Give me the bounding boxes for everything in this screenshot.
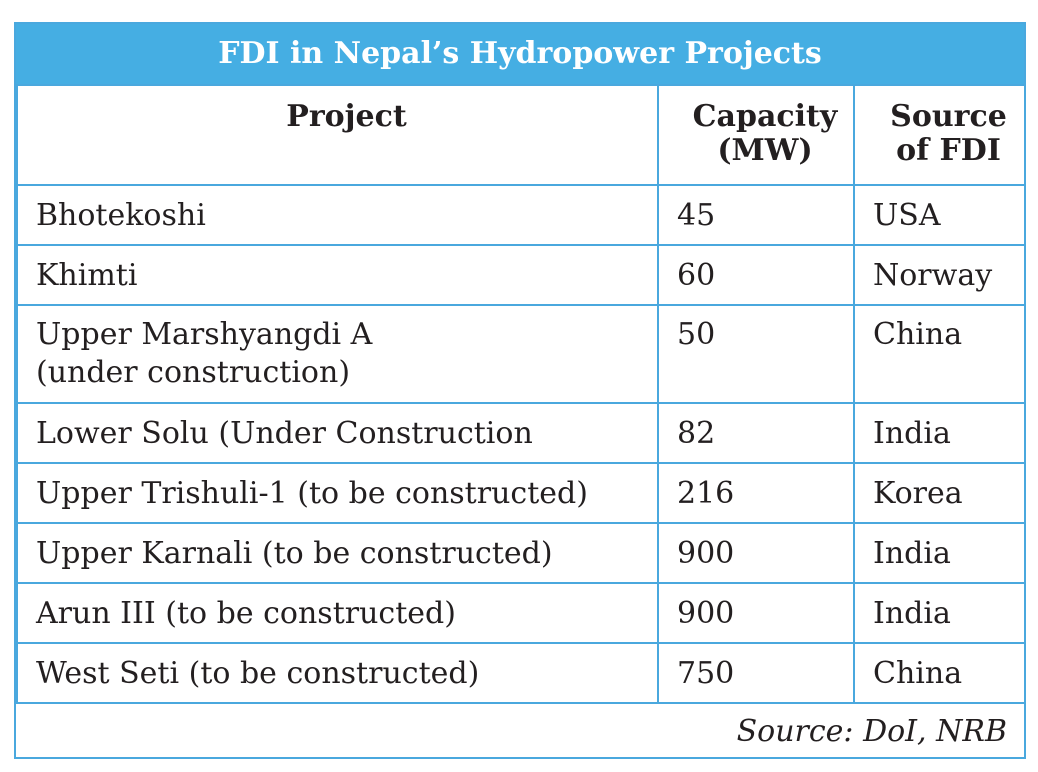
header-source: Source of FDI xyxy=(853,84,1026,186)
cell-project: Lower Solu (Under Construction xyxy=(16,402,659,464)
fdi-table-panel: FDI in Nepal’s Hydropower Projects Proje… xyxy=(14,22,1026,761)
cell-project: Upper Trishuli-1 (to be constructed) xyxy=(16,462,659,524)
cell-capacity: 50 xyxy=(657,304,855,404)
cell-capacity: 750 xyxy=(657,642,855,704)
cell-source: China xyxy=(853,642,1026,704)
table-row: Bhotekoshi 45 USA xyxy=(16,184,1026,246)
cell-source: China xyxy=(853,304,1026,404)
cell-project: Upper Karnali (to be constructed) xyxy=(16,522,659,584)
cell-source: Korea xyxy=(853,462,1026,524)
table-title: FDI in Nepal’s Hydropower Projects xyxy=(16,24,1024,84)
header-source-line2: of FDI xyxy=(896,133,1001,168)
cell-project-line2: (under construction) xyxy=(36,355,351,390)
cell-capacity: 45 xyxy=(657,184,855,246)
cell-capacity: 216 xyxy=(657,462,855,524)
table-row: West Seti (to be constructed) 750 China xyxy=(16,642,1026,704)
cell-source: India xyxy=(853,402,1026,464)
cell-capacity: 900 xyxy=(657,582,855,644)
cell-capacity: 60 xyxy=(657,244,855,306)
cell-project: Khimti xyxy=(16,244,659,306)
cell-capacity: 82 xyxy=(657,402,855,464)
header-source-line1: Source xyxy=(890,99,1007,134)
header-capacity-line1: Capacity xyxy=(692,99,838,134)
fdi-table: Project Capacity (MW) Source of FDI Bhot… xyxy=(16,84,1026,761)
table-header-row: Project Capacity (MW) Source of FDI xyxy=(16,84,1026,186)
source-note-row: Source: DoI, NRB xyxy=(17,702,1025,761)
cell-project: Arun III (to be constructed) xyxy=(16,582,659,644)
table-row: Lower Solu (Under Construction 82 India xyxy=(16,402,1026,464)
table-row: Khimti 60 Norway xyxy=(16,244,1026,306)
cell-capacity: 900 xyxy=(657,522,855,584)
cell-source: Norway xyxy=(853,244,1026,306)
cell-source: India xyxy=(853,582,1026,644)
table-row: Upper Trishuli-1 (to be constructed) 216… xyxy=(16,462,1026,524)
cell-source: USA xyxy=(853,184,1026,246)
header-capacity-line2: (MW) xyxy=(717,133,813,168)
cell-source: India xyxy=(853,522,1026,584)
cell-project: Upper Marshyangdi A (under construction) xyxy=(16,304,659,404)
cell-project-line1: Upper Marshyangdi A xyxy=(36,317,373,352)
table-row: Arun III (to be constructed) 900 India xyxy=(16,582,1026,644)
source-note: Source: DoI, NRB xyxy=(17,702,1025,761)
table-row: Upper Karnali (to be constructed) 900 In… xyxy=(16,522,1026,584)
header-project: Project xyxy=(16,84,659,186)
cell-project: West Seti (to be constructed) xyxy=(16,642,659,704)
table-row: Upper Marshyangdi A (under construction)… xyxy=(16,304,1026,404)
header-capacity: Capacity (MW) xyxy=(657,84,855,186)
cell-project: Bhotekoshi xyxy=(16,184,659,246)
